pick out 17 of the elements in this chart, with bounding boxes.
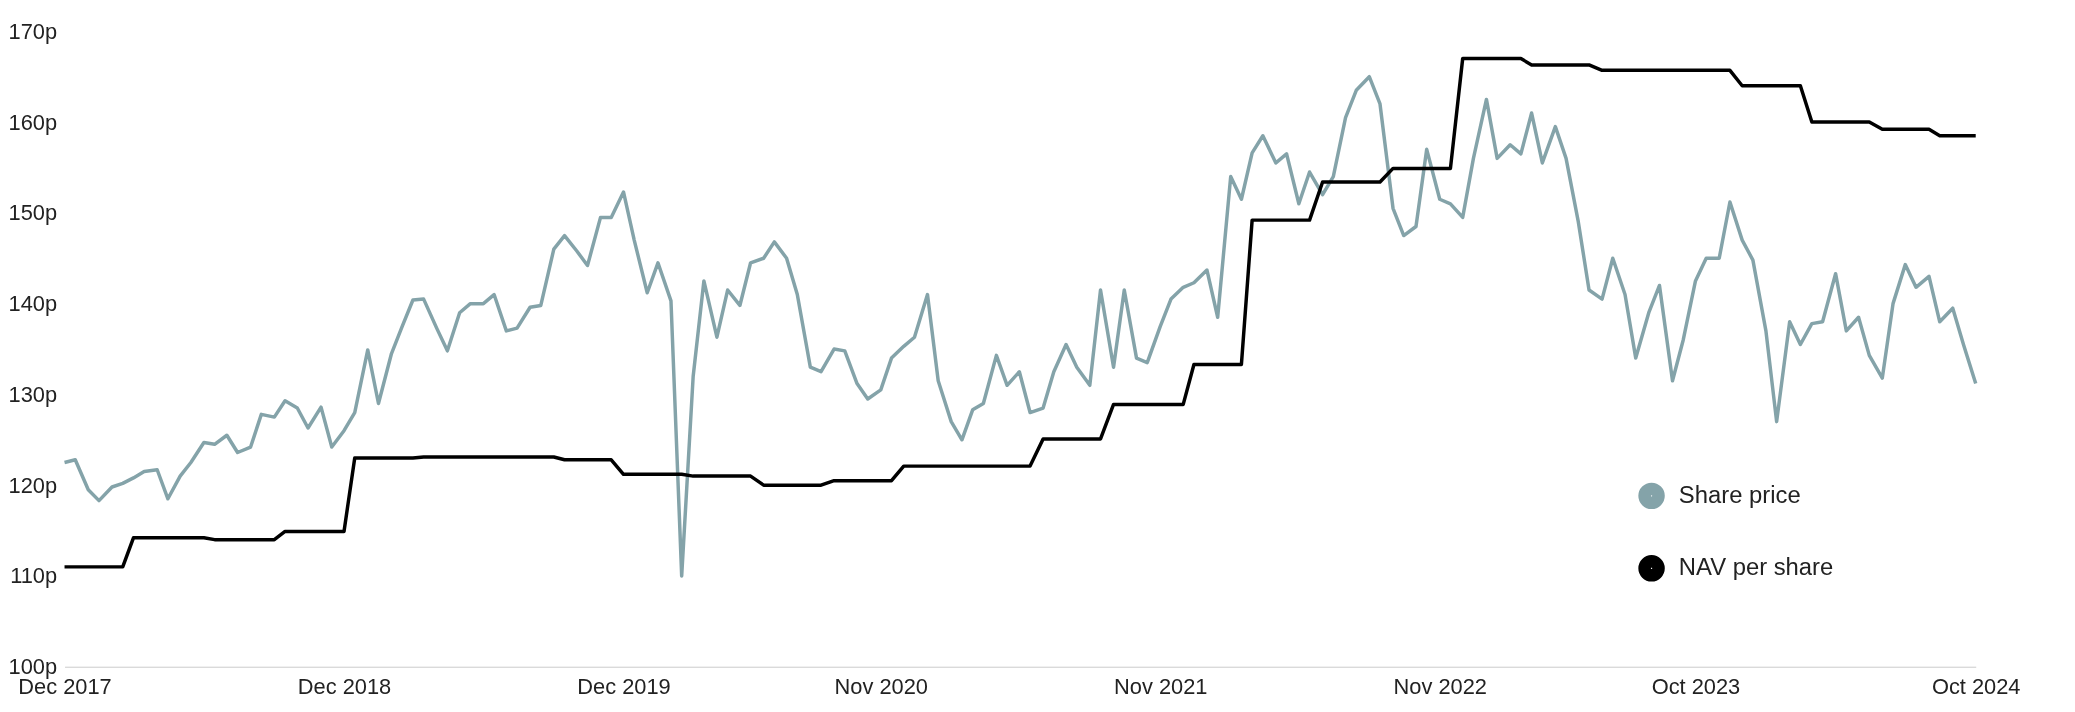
x-tick-label: Nov 2022 [1393,674,1487,700]
x-tick-label: Oct 2024 [1931,674,2021,700]
legend-label: Share price [1678,480,1801,508]
y-tick-label: 120p [8,472,58,498]
x-tick-label: Oct 2023 [1651,674,1741,700]
y-tick-label: 110p [10,563,58,589]
y-tick-label: 160p [8,109,58,135]
x-tick-label: Dec 2018 [297,674,392,700]
y-tick-label: 140p [8,291,58,317]
x-tick-label: Dec 2019 [577,674,671,700]
y-tick-label: 100p [8,654,58,680]
y-tick-label: 150p [8,200,58,226]
y-tick-label: 170p [8,18,58,44]
x-tick-label: Nov 2021 [1114,674,1208,700]
x-tick-label: Nov 2020 [834,674,928,700]
legend-label: NAV per share [1678,553,1834,581]
y-tick-label: 130p [8,381,58,407]
